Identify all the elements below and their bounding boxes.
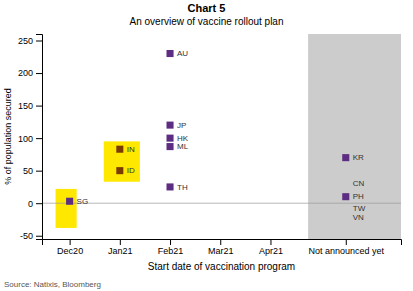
x-tick: Apr21 [259, 239, 283, 256]
y-tick-mark [36, 138, 42, 139]
point [166, 122, 173, 129]
y-tick-label: 0 [28, 199, 33, 209]
point-label: ID [127, 166, 135, 175]
x-tick-label: Apr21 [259, 246, 283, 256]
point-label: KR [353, 153, 364, 162]
point [342, 193, 349, 200]
point-label: VN [353, 213, 364, 222]
y-tick-mark [36, 203, 42, 204]
y-tick: 50 [23, 166, 42, 176]
point [166, 135, 173, 142]
x-tick: Mar21 [208, 239, 234, 256]
y-tick: 0 [28, 199, 42, 209]
source: Source: Natixis, Bloomberg [4, 280, 101, 289]
y-axis: -50 0 50 100 150 200 250 [18, 35, 43, 242]
point-label: PH [353, 192, 364, 201]
y-tick-mark [36, 73, 42, 74]
x-tick: Not announced yet [308, 239, 384, 256]
y-tick: -50 [20, 231, 42, 241]
point-label: TH [177, 183, 188, 192]
x-tick: Dec20 [57, 239, 83, 256]
point [166, 50, 173, 57]
point-label: SG [77, 197, 89, 206]
y-tick: 250 [18, 36, 42, 46]
y-tick: 200 [18, 68, 42, 78]
point [116, 146, 123, 153]
y-tick-label: 100 [18, 134, 33, 144]
x-tick-label: Dec20 [57, 246, 83, 256]
y-tick-mark [36, 106, 42, 107]
point-label: CN [353, 179, 365, 188]
x-tick: Jan21 [108, 239, 133, 256]
highlight [56, 189, 77, 228]
y-axis-line [36, 35, 43, 240]
plot-area [42, 34, 401, 239]
title: Chart 5 [188, 2, 226, 14]
x-tick-label: Mar21 [208, 246, 234, 256]
x-tick-mark [270, 239, 271, 245]
y-tick-label: -50 [20, 231, 33, 241]
point-label: TW [353, 204, 366, 213]
y-tick-mark [36, 236, 42, 237]
chart: SGINIDAUJPHKMLTHKRCNPHTWVNDec20Jan21Feb2… [0, 0, 413, 291]
y-tick-label: 50 [23, 166, 33, 176]
point [66, 198, 73, 205]
x-axis: Dec20 Jan21 Feb21 Mar21 Apr21 Not announced y… [43, 239, 402, 256]
y-tick-label: 200 [18, 68, 33, 78]
point [166, 183, 173, 190]
point-labels: SGINIDAUJPHKMLTHKRCNPHTWVN [77, 49, 366, 222]
x-axis-title: Start date of vaccination program [148, 261, 295, 272]
highlight [104, 141, 140, 181]
y-tick: 100 [18, 134, 42, 144]
subtitle: An overview of vaccine rollout plan [130, 16, 284, 27]
x-tick-mark [170, 239, 171, 245]
x-tick: Feb21 [158, 239, 184, 256]
y-tick-label: 150 [18, 101, 33, 111]
point-label: IN [127, 145, 135, 154]
y-axis-title: % of population secured [3, 88, 13, 185]
x-tick-label: Feb21 [158, 246, 184, 256]
x-tick-mark [220, 239, 221, 245]
x-axis-line [43, 240, 402, 246]
point-label: AU [177, 49, 188, 58]
y-tick-mark [36, 41, 42, 42]
point-label: ML [177, 142, 189, 151]
y-tick-mark [36, 171, 42, 172]
x-tick-mark [70, 239, 71, 245]
x-tick-label: Not announced yet [308, 246, 384, 256]
point [116, 167, 123, 174]
x-tick-mark [120, 239, 121, 245]
point [342, 154, 349, 161]
y-tick: 150 [18, 101, 42, 111]
shaded-region [308, 34, 401, 239]
point-label: JP [177, 121, 186, 130]
reference-line [42, 203, 401, 204]
y-tick-label: 250 [18, 36, 33, 46]
x-tick-label: Jan21 [108, 246, 133, 256]
point [166, 143, 173, 150]
x-tick-mark [346, 239, 347, 245]
